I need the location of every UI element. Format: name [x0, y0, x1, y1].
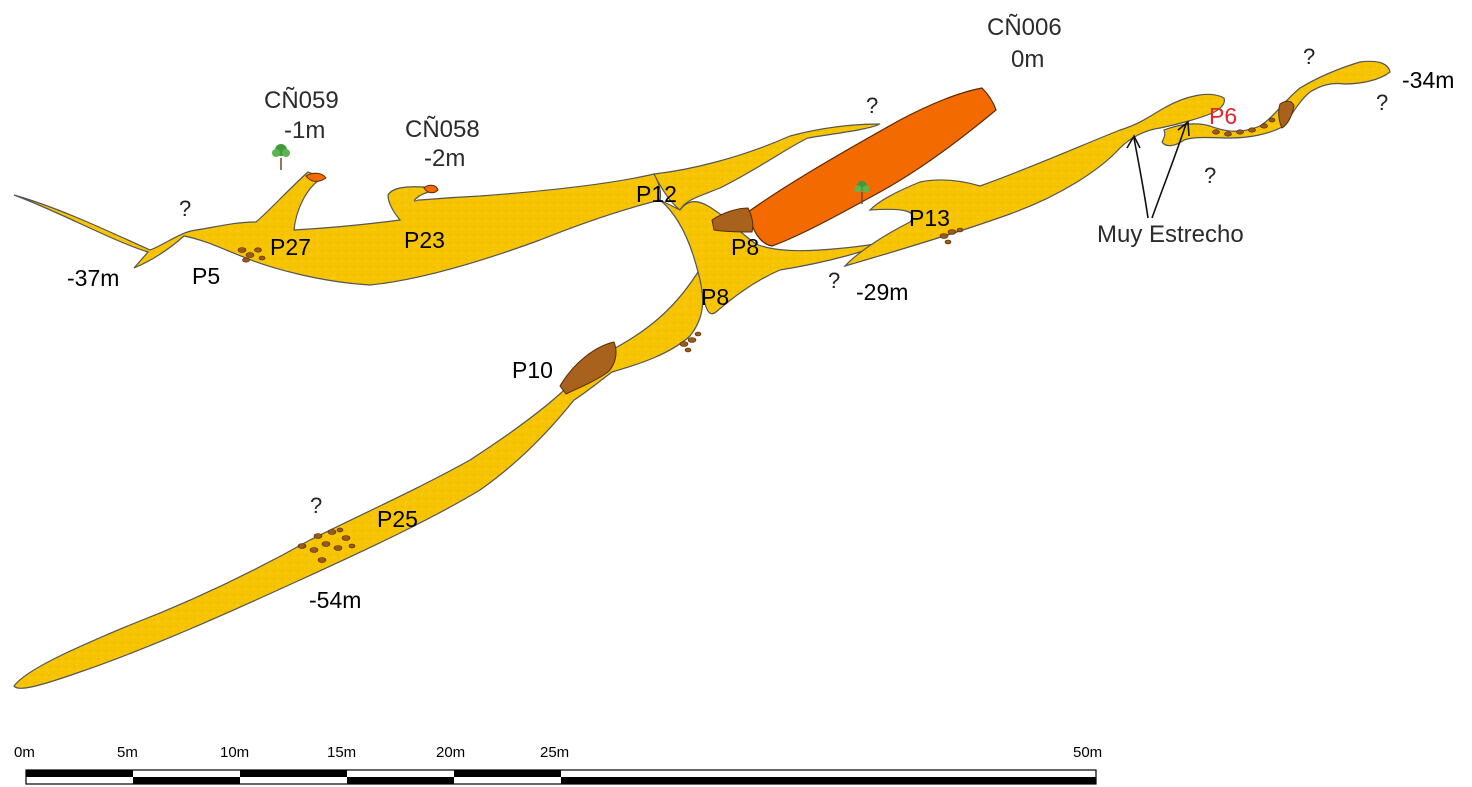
scale-label: 15m: [327, 744, 356, 761]
entrance-cap-cn058: [423, 184, 439, 194]
scale-label: 5m: [117, 744, 138, 761]
pitch-labels: P27 P5 P23 P12 P8 P8 P10 P13 P25 P6: [192, 103, 1237, 532]
depth-labels: -37m -29m -54m -34m: [67, 67, 1454, 613]
unknown-mark: ?: [1303, 44, 1315, 69]
pitch-label: P8: [701, 284, 729, 310]
scale-label: 25m: [540, 744, 569, 761]
passage-far-right: [1161, 60, 1391, 147]
shaft-cn006: [747, 87, 997, 247]
boulders: [237, 117, 1276, 563]
cave-passages: [13, 60, 1391, 689]
entrance-depth: -1m: [284, 117, 325, 144]
pitch-label: P8: [731, 234, 759, 260]
tree-icon: [854, 181, 870, 204]
pitch-label: P12: [636, 181, 677, 207]
note-label: Muy Estrecho: [1097, 221, 1244, 248]
entrance-depth: 0m: [1011, 46, 1044, 73]
passage-right-gallery: [843, 93, 1225, 268]
scale-label: 50m: [1073, 744, 1102, 761]
scale-label: 20m: [436, 744, 465, 761]
depth-label: -34m: [1402, 67, 1454, 93]
entrance-cap-cn059: [305, 172, 327, 182]
scale-label: 0m: [14, 744, 35, 761]
unknown-mark: ?: [1204, 163, 1216, 188]
unknown-mark: ?: [866, 93, 878, 118]
unknown-marks: ? ? ? ? ? ? ?: [179, 44, 1388, 518]
pitch-label: P5: [192, 263, 220, 289]
depth-label: -37m: [67, 265, 119, 291]
pit-p10: [559, 341, 617, 395]
scale-label: 10m: [220, 744, 249, 761]
passage-lower: [13, 270, 704, 689]
depth-label: -29m: [856, 279, 908, 305]
pitch-label: P13: [909, 205, 950, 231]
unknown-mark: ?: [310, 493, 322, 518]
entrance-name: CÑ059: [264, 87, 339, 114]
entrance-name: CÑ058: [405, 116, 480, 143]
tree-icon: [272, 144, 290, 170]
unknown-mark: ?: [1376, 90, 1388, 115]
unknown-mark: ?: [828, 268, 840, 293]
pitch-label: P27: [270, 234, 311, 260]
pit-p8-upper: [711, 207, 754, 233]
entrance-labels: CÑ059 -1m CÑ058 -2m CÑ006 0m: [264, 14, 1062, 172]
pitch-label: P25: [377, 506, 418, 532]
scale-bar: 0m 5m 10m 15m 20m 25m 50m: [14, 744, 1102, 785]
pitch-label: P23: [404, 227, 445, 253]
pit-right: [1278, 100, 1295, 129]
pitch-label-red: P6: [1209, 103, 1237, 129]
entrance-depth: -2m: [424, 145, 465, 172]
depth-label: -54m: [309, 587, 361, 613]
pitch-label: P10: [512, 357, 553, 383]
arrow-icon: [1126, 120, 1190, 219]
unknown-mark: ?: [179, 196, 191, 221]
entrance-name: CÑ006: [987, 14, 1062, 41]
